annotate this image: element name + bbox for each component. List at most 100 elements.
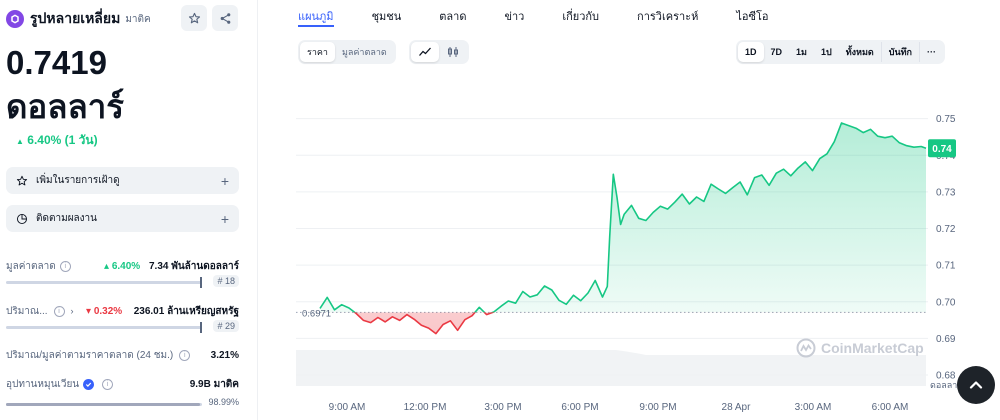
x-tick-label: 3:00 PM: [484, 402, 521, 413]
circulating-supply-label: อุปทานหมุนเวียน: [6, 378, 80, 390]
range-7d[interactable]: 7D: [770, 47, 783, 57]
rank-marker: [200, 277, 202, 288]
rank-marker: [200, 322, 202, 333]
y-tick-label: 0.68: [936, 371, 956, 382]
chart-style-toggle: [409, 40, 469, 64]
watchlist-star-button[interactable]: [181, 5, 207, 31]
y-tick-label: 0.69: [936, 334, 956, 345]
volume-row: ปริมาณ... i › ▾ 0.32% 236.01 ล้านเหรียญส…: [6, 303, 239, 319]
supply-track: [6, 403, 202, 406]
market-cap-value: 7.34 พันล้านดอลลาร์: [149, 260, 239, 272]
tab-chart[interactable]: แผนภูมิ: [298, 0, 334, 30]
y-tick-label: 0.71: [936, 261, 956, 272]
coinmarketcap-logo-icon: [796, 338, 816, 358]
market-cap-rank-bar: # 18: [6, 275, 239, 288]
coin-name: รูปหลายเหลี่ยม: [30, 10, 121, 26]
log-scale-button[interactable]: บันทึก: [880, 42, 919, 62]
y-tick-label: 0.72: [936, 224, 956, 235]
rank-track: [6, 326, 202, 329]
coin-symbol: มาติค: [125, 13, 151, 25]
x-tick-label: 9:00 AM: [329, 402, 366, 413]
info-icon[interactable]: i: [53, 305, 65, 317]
info-icon[interactable]: i: [102, 378, 114, 390]
price-change-24h: ▲ 6.40% (1 วัน): [16, 133, 98, 147]
add-to-watchlist-label: เพิ่มในรายการเฝ้าดู: [36, 175, 120, 186]
info-icon[interactable]: i: [179, 349, 191, 361]
y-tick-label: 0.70: [936, 297, 956, 308]
plus-icon: +: [220, 210, 229, 227]
y-unit-label: ดอลลาร์: [930, 379, 962, 390]
track-portfolio-label: ติดตามผลงาน: [36, 213, 98, 224]
range-1m[interactable]: 1ม: [796, 47, 807, 57]
volume-change: ▾ 0.32%: [86, 305, 123, 317]
line-chart-button[interactable]: [411, 42, 439, 62]
chart-type-toggle: ราคา มูลค่าตลาด: [298, 40, 396, 64]
coin-panel: รูปหลายเหลี่ยม มาติค 0.7419 ดอลลาร์ ▲ 6.…: [0, 0, 258, 420]
x-tick-label: 12:00 PM: [404, 402, 447, 413]
volume-rank: # 29: [213, 320, 239, 332]
price-currency: ดอลลาร์: [6, 88, 124, 125]
volume-market-cap-value: 3.21%: [210, 349, 239, 361]
scroll-to-top-button[interactable]: [957, 366, 995, 404]
supply-fill: [6, 403, 201, 406]
tab-news[interactable]: ข่าว: [504, 11, 525, 23]
more-options-button[interactable]: ···: [919, 42, 943, 62]
y-tick-label: 0.75: [936, 114, 956, 125]
current-price-label: 0.74: [932, 144, 952, 155]
range-1y[interactable]: 1ป: [820, 47, 832, 57]
star-icon: [188, 12, 200, 23]
line-chart-icon: [419, 47, 431, 56]
time-range-toggle: 1D 7D 1ม 1ป ทั้งหมด บันทึก ···: [736, 40, 945, 64]
chevron-right-icon[interactable]: ›: [70, 306, 74, 316]
coinmarketcap-watermark: CoinMarketCap: [796, 338, 924, 358]
pie-icon: [16, 213, 28, 224]
tab-ico[interactable]: ไอซีโอ: [736, 11, 769, 23]
tab-community[interactable]: ชุมชน: [371, 11, 402, 23]
candlestick-button[interactable]: [439, 42, 467, 62]
info-icon[interactable]: i: [59, 260, 71, 272]
volume-label: ปริมาณ...: [6, 305, 48, 317]
share-icon: [220, 12, 230, 24]
x-tick-label: 28 Apr: [722, 402, 752, 413]
polygon-logo-icon: [6, 10, 24, 28]
candlestick-icon: [448, 47, 458, 57]
x-tick-label: 3:00 AM: [795, 402, 832, 413]
coin-price: 0.7419: [6, 44, 107, 81]
market-cap-label: มูลค่าตลาด: [6, 260, 56, 272]
market-cap-row: มูลค่าตลาด i ▴ 6.40% 7.34 พันล้านดอลลาร์: [6, 258, 239, 274]
plus-icon: +: [220, 172, 229, 189]
x-tick-label: 6:00 PM: [561, 402, 598, 413]
share-button[interactable]: [212, 5, 238, 31]
coin-header: รูปหลายเหลี่ยม มาติค: [6, 5, 252, 31]
range-all[interactable]: ทั้งหมด: [845, 47, 874, 57]
y-tick-label: 0.73: [936, 187, 956, 198]
verified-badge-icon: [83, 378, 95, 390]
add-to-watchlist-button[interactable]: เพิ่มในรายการเฝ้าดู +: [6, 167, 239, 194]
star-icon: [16, 175, 28, 185]
x-tick-label: 9:00 PM: [639, 402, 676, 413]
volume-value: 236.01 ล้านเหรียญสหรัฐ: [133, 305, 239, 317]
price-line-down: [353, 312, 495, 335]
rank-track: [6, 281, 202, 284]
current-price-tag: [928, 139, 956, 158]
circulating-supply-bar: 98.99%: [6, 397, 239, 410]
price-option[interactable]: ราคา: [300, 42, 335, 62]
circulating-supply-percent: 98.99%: [208, 397, 239, 407]
chevron-up-icon: [969, 381, 983, 389]
market-cap-option[interactable]: มูลค่าตลาด: [341, 47, 387, 57]
price-line-up: [319, 122, 927, 313]
track-portfolio-button[interactable]: ติดตามผลงาน +: [6, 205, 239, 232]
price-area-down: [320, 312, 926, 334]
volume-market-cap-row: ปริมาณ/มูลค่าตามราคาตลาด (24 ชม.) i 3.21…: [6, 347, 239, 363]
range-1d[interactable]: 1D: [738, 42, 764, 62]
tab-analysis[interactable]: การวิเคราะห์: [637, 11, 699, 23]
volume-rank-bar: # 29: [6, 320, 239, 333]
volume-area: [296, 350, 926, 386]
tab-markets[interactable]: ตลาด: [439, 11, 467, 23]
volume-market-cap-label: ปริมาณ/มูลค่าตามราคาตลาด (24 ชม.): [6, 349, 174, 361]
circulating-supply-value: 9.9B มาติค: [189, 378, 239, 390]
x-tick-label: 6:00 AM: [872, 402, 909, 413]
baseline-label: 0.6971: [302, 308, 331, 319]
tab-about[interactable]: เกี่ยวกับ: [562, 11, 600, 23]
